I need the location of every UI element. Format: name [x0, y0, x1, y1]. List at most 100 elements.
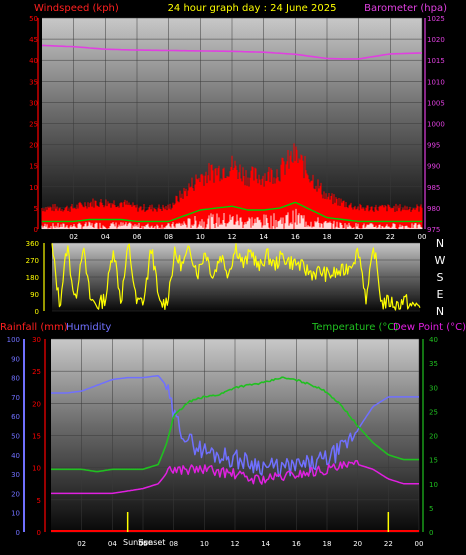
rainfall-tick-label: 0: [37, 529, 41, 537]
chart-title: 24 hour graph day : 24 June 2025: [168, 3, 337, 14]
x-tick-label: 14: [261, 540, 270, 548]
wind-direction-line: [51, 243, 421, 311]
axis-labels: 0510152025303540455097598098599099510001…: [7, 15, 446, 548]
x-tick-label: 08: [169, 540, 178, 548]
humidity-tick-label: 40: [11, 452, 20, 460]
humidity-tick-label: 100: [7, 336, 20, 344]
rainfall-axis-title: Rainfall (mm): [0, 322, 68, 333]
x-tick-label: 16: [292, 540, 301, 548]
compass-label: W: [435, 254, 446, 267]
x-tick-label: 10: [200, 540, 209, 548]
x-tick-label: 04: [101, 233, 110, 241]
sunset-label: Sunset: [138, 538, 165, 547]
x-tick-label: 16: [291, 233, 300, 241]
humidity-tick-label: 20: [11, 490, 20, 498]
x-tick-label: 12: [231, 540, 240, 548]
direction-tick-label: 360: [26, 240, 39, 248]
direction-tick-label: 0: [35, 308, 39, 316]
rainfall-tick-label: 30: [32, 336, 41, 344]
humidity-axis-title: Humidity: [66, 322, 111, 333]
windspeed-tick-label: 30: [29, 99, 38, 107]
barometer-tick-label: 1010: [427, 78, 445, 86]
x-tick-label: 14: [259, 233, 268, 241]
humidity-tick-label: 70: [11, 394, 20, 402]
windspeed-tick-label: 40: [29, 57, 38, 65]
temperature-tick-label: 25: [429, 408, 438, 416]
rainfall-tick-label: 5: [37, 497, 41, 505]
direction-tick-label: 90: [30, 291, 39, 299]
windspeed-tick-label: 20: [29, 142, 38, 150]
barometer-tick-label: 995: [427, 142, 440, 150]
temperature-tick-label: 20: [429, 433, 438, 441]
windspeed-tick-label: 0: [34, 226, 38, 234]
compass-label: E: [437, 288, 444, 301]
x-tick-label: 22: [384, 540, 393, 548]
barometer-tick-label: 1020: [427, 36, 445, 44]
x-tick-label: 00: [415, 540, 424, 548]
compass-label: N: [436, 237, 444, 250]
humidity-tick-label: 0: [16, 529, 20, 537]
windspeed-tick-label: 45: [29, 36, 38, 44]
barometer-tick-label: 990: [427, 163, 440, 171]
dewpoint-line: [51, 459, 419, 495]
humidity-tick-label: 80: [11, 375, 20, 383]
barometer-tick-label: 1015: [427, 57, 445, 65]
rainfall-tick-label: 15: [32, 433, 41, 441]
humidity-tick-label: 30: [11, 471, 20, 479]
temperature-tick-label: 40: [429, 336, 438, 344]
windspeed-tick-label: 50: [29, 15, 38, 23]
x-tick-label: 06: [133, 233, 142, 241]
dewpoint-axis-title: Dew Point (°C): [393, 322, 466, 333]
x-tick-label: 02: [69, 233, 78, 241]
temperature-tick-label: 10: [429, 481, 438, 489]
windspeed-tick-label: 35: [29, 78, 38, 86]
wind-average-line: [42, 201, 422, 223]
windspeed-axis-title: Windspeed (kph): [34, 3, 119, 14]
barometer-tick-label: 980: [427, 205, 440, 213]
chart-marks: [41, 44, 423, 532]
barometer-line: [41, 44, 423, 60]
windspeed-tick-label: 10: [29, 184, 38, 192]
x-tick-label: 20: [353, 540, 362, 548]
barometer-tick-label: 1000: [427, 121, 445, 129]
humidity-tick-label: 60: [11, 413, 20, 421]
temperature-tick-label: 35: [429, 360, 438, 368]
direction-tick-label: 180: [26, 274, 39, 282]
barometer-tick-label: 1025: [427, 15, 445, 23]
rainfall-tick-label: 25: [32, 368, 41, 376]
x-tick-label: 02: [77, 540, 86, 548]
x-tick-label: 06: [139, 540, 148, 548]
barometer-axis-title: Barometer (hpa): [364, 3, 447, 14]
rainfall-tick-label: 10: [32, 465, 41, 473]
x-tick-label: 12: [228, 233, 237, 241]
barometer-tick-label: 1005: [427, 99, 445, 107]
x-tick-label: 04: [108, 540, 117, 548]
temperature-tick-label: 30: [429, 384, 438, 392]
x-tick-label: 18: [323, 540, 332, 548]
x-tick-label: 08: [164, 233, 173, 241]
temperature-axis-title: Temperature (°C): [311, 322, 398, 333]
compass-label: N: [436, 305, 444, 318]
direction-tick-label: 270: [26, 257, 39, 265]
rainfall-tick-label: 20: [32, 400, 41, 408]
windspeed-tick-label: 5: [34, 205, 38, 213]
temperature-tick-label: 5: [429, 505, 433, 513]
windspeed-tick-label: 15: [29, 163, 38, 171]
humidity-tick-label: 90: [11, 355, 20, 363]
x-tick-label: 20: [354, 233, 363, 241]
humidity-line: [51, 374, 419, 478]
humidity-tick-label: 50: [11, 433, 20, 441]
temperature-tick-label: 0: [429, 529, 433, 537]
x-tick-label: 10: [196, 233, 205, 241]
temperature-line: [51, 376, 419, 473]
barometer-tick-label: 985: [427, 184, 440, 192]
sunrise-label: Sunrise: [123, 538, 153, 547]
windspeed-tick-label: 25: [29, 121, 38, 129]
x-tick-label: 22: [386, 233, 395, 241]
temperature-tick-label: 15: [429, 457, 438, 465]
humidity-tick-label: 10: [11, 510, 20, 518]
compass-label: S: [437, 271, 444, 284]
x-tick-label: 18: [323, 233, 332, 241]
x-tick-label: 00: [418, 233, 427, 241]
